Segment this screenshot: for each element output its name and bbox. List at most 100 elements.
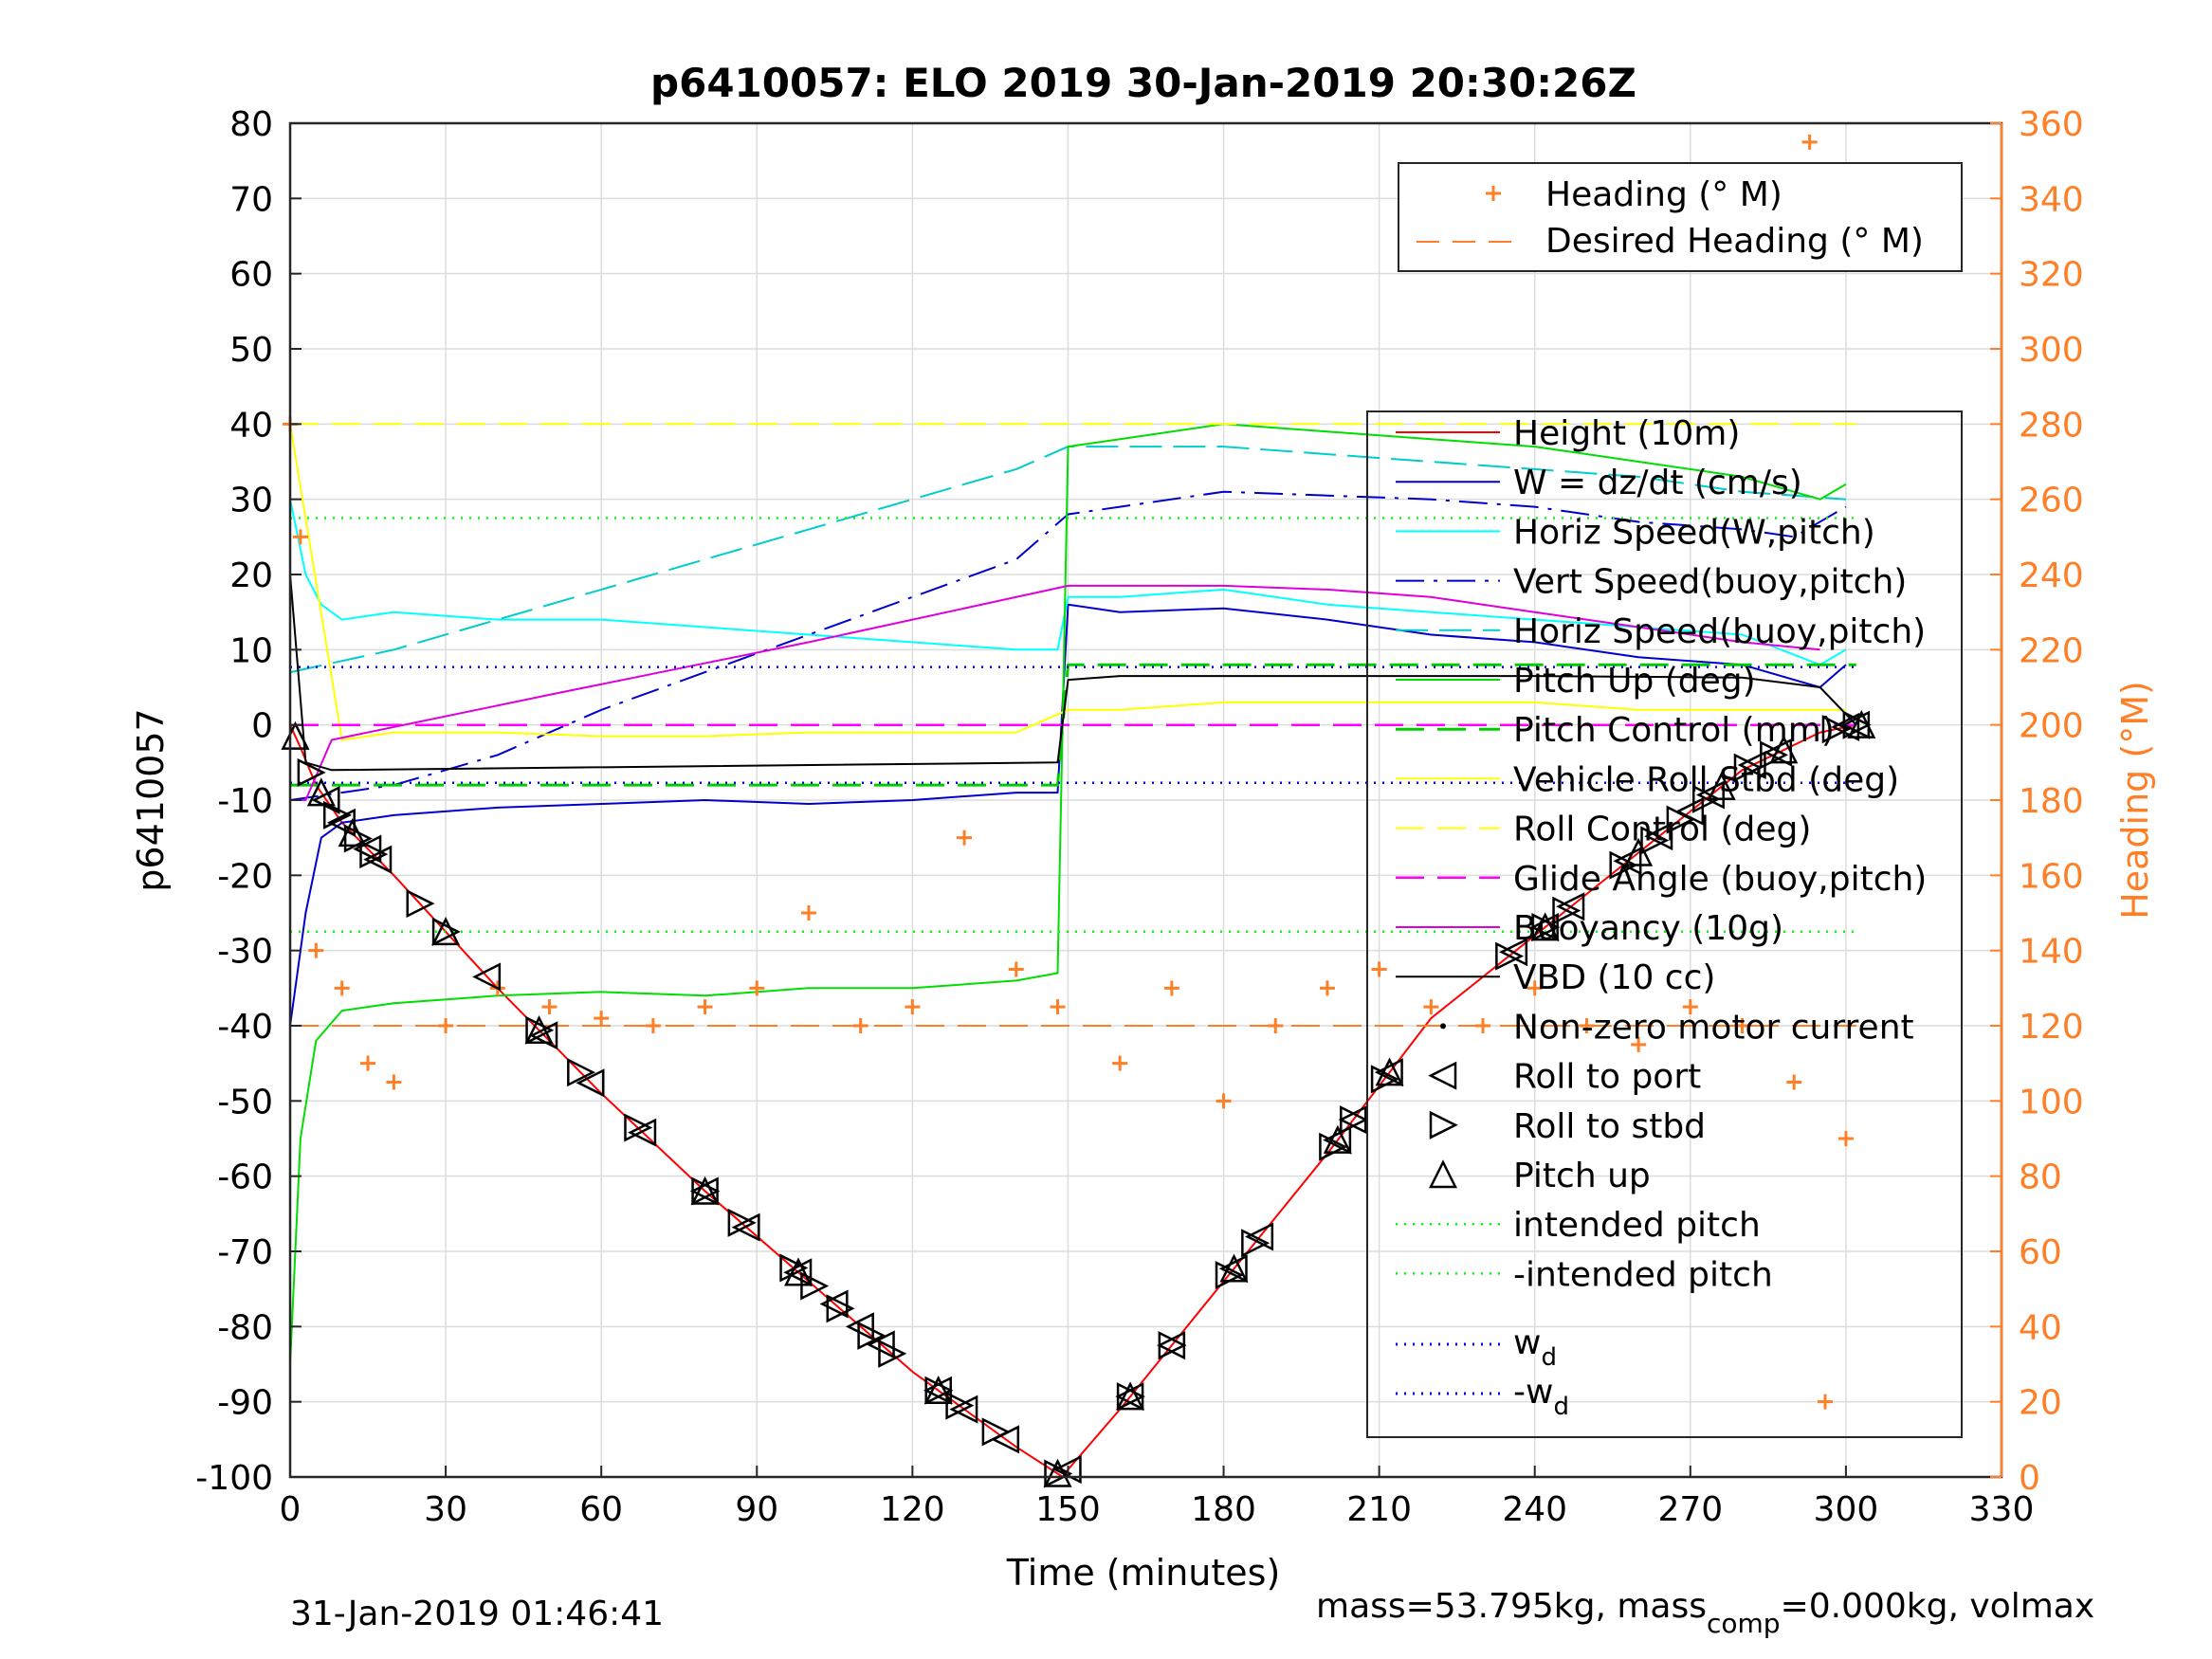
roll-to-stbd-marker	[322, 800, 353, 830]
y-tick-label: -30	[217, 933, 273, 972]
roll-to-stbd-marker	[924, 1376, 954, 1405]
x-tick-label: 330	[1969, 1490, 2035, 1529]
roll-to-stbd-marker	[1158, 1331, 1187, 1360]
pitch-up-marker	[1219, 1253, 1249, 1283]
pitch-up-marker	[1624, 837, 1654, 866]
heading-point	[645, 1018, 661, 1033]
legend-item-horiz-speed-w-pitch: Horiz Speed(W,pitch)	[1396, 513, 1875, 552]
x-tick-label: 240	[1502, 1490, 1567, 1529]
legend-main-items: Height (10m) W = dz/dt (cm/s) Horiz Speed(…	[1396, 414, 1927, 1294]
legend-label: -intended pitch	[1513, 1255, 1773, 1294]
y2-tick-labels: 3603403203002802602402202001801601401201…	[1990, 105, 2084, 1498]
legend-label: Pitch up	[1513, 1157, 1651, 1195]
legend-wd-base: w	[1513, 1323, 1541, 1362]
roll-to-stbd-marker	[359, 840, 389, 869]
legend-item-pitch-control-mm: Pitch Control (mm)	[1396, 711, 1835, 750]
y-tick-label: -10	[217, 782, 273, 821]
legend-swatch	[1440, 1023, 1446, 1030]
roll-to-stbd-marker	[1691, 784, 1722, 813]
heading-point	[360, 1055, 376, 1071]
footer-mass-sub: comp	[1707, 1608, 1781, 1639]
roll-to-stbd-marker	[1241, 1229, 1271, 1258]
y2-tick-label: 100	[2019, 1083, 2084, 1121]
y2-tick-label: 220	[2019, 631, 2084, 670]
heading-point	[1319, 980, 1335, 996]
pitch-up-marker	[1043, 1458, 1072, 1487]
y-tick-label: 70	[229, 180, 273, 219]
heading-point	[1786, 1074, 1802, 1090]
pitch-up-marker	[524, 1014, 554, 1045]
legend-label: Pitch Control (mm)	[1513, 711, 1835, 750]
y2-tick-label: 120	[2019, 1008, 2084, 1047]
heading-point	[1579, 1018, 1595, 1033]
y-tick-label: -100	[195, 1459, 273, 1498]
footer-mass-prefix: mass=53.795kg, mass	[1316, 1587, 1707, 1626]
legend-item-roll-to-stbd: Roll to stbd	[1429, 1107, 1706, 1146]
pitch-up-marker	[1530, 912, 1560, 941]
roll-to-stbd-marker	[1044, 1459, 1073, 1488]
legend-label: Buoyancy (10g)	[1513, 909, 1783, 948]
x-tick-label: 60	[579, 1490, 623, 1529]
chart-title: p6410057: ELO 2019 30-Jan-2019 20:30:26Z	[650, 60, 1636, 106]
y2-tick-label: 280	[2019, 406, 2084, 445]
heading-point	[1008, 961, 1024, 977]
roll-to-stbd-marker	[826, 1294, 855, 1323]
legend-label: Roll to port	[1513, 1058, 1701, 1097]
legend-neg-wd-base: -w	[1513, 1373, 1553, 1412]
legend-item-pitch-up: Pitch up	[1428, 1157, 1651, 1195]
y-tick-label: 10	[229, 631, 273, 670]
heading-point	[438, 1018, 454, 1033]
roll-to-port-marker	[353, 834, 382, 864]
series-vehicle-roll-stbd-deg	[289, 424, 1846, 741]
heading-point	[1631, 1036, 1647, 1052]
heading-point	[1423, 999, 1439, 1015]
heading-point	[800, 905, 816, 921]
legend-item-glide-angle-buoy-pitch: Glide Angle (buoy,pitch)	[1396, 860, 1927, 899]
heading-point	[1682, 999, 1698, 1015]
legend-label: Vehicle Roll Stbd (deg)	[1513, 760, 1899, 799]
heading-point	[749, 980, 765, 996]
marker-layer	[281, 709, 1876, 1488]
legend-label: Vert Speed(buoy,pitch)	[1513, 563, 1907, 602]
legend-label: Pitch Up (deg)	[1513, 662, 1756, 701]
roll-to-port-marker	[576, 1068, 605, 1098]
y-tick-label: 60	[229, 256, 273, 295]
roll-to-stbd-marker	[1340, 1105, 1369, 1135]
pitch-up-marker	[338, 818, 367, 848]
legend-item-vert-speed-buoy-pitch: Vert Speed(buoy,pitch)	[1396, 563, 1907, 602]
legend-label: Glide Angle (buoy,pitch)	[1513, 860, 1927, 899]
footer-mass-suffix: =0.000kg, volmax	[1781, 1587, 2095, 1626]
heading-point	[697, 999, 713, 1015]
roll-to-stbd-marker	[406, 889, 435, 919]
pitch-up-marker	[1375, 1057, 1404, 1086]
legend-wd-label: wd	[1513, 1323, 1557, 1372]
roll-to-stbd-marker	[567, 1058, 596, 1087]
roll-to-stbd-marker	[1531, 913, 1561, 942]
heading-point	[1112, 1055, 1128, 1071]
pitch-up-marker	[690, 1176, 720, 1205]
legend-item-pitch-up-deg: Pitch Up (deg)	[1396, 662, 1756, 701]
grid	[289, 122, 2002, 1478]
y2-tick-label: 20	[2019, 1384, 2062, 1423]
legend-item-roll-to-port: Roll to port	[1428, 1058, 1701, 1097]
legend-heading-label-1: Desired Heading (° M)	[1545, 222, 1924, 261]
heading-point	[957, 830, 973, 846]
y-tick-label: 40	[229, 406, 273, 445]
legend-main-box	[1366, 410, 1963, 1438]
y-tick-label: -40	[217, 1008, 273, 1047]
x-axis-label: Time (minutes)	[1006, 1552, 1281, 1594]
legend-item-intended-pitch: -intended pitch	[1396, 1255, 1773, 1294]
legend-heading-label-0: Heading (° M)	[1545, 175, 1782, 214]
pitch-up-marker	[784, 1257, 814, 1286]
roll-to-port-marker	[1374, 1058, 1403, 1087]
legend-heading-box	[1398, 162, 1963, 272]
heading-point	[1837, 1131, 1854, 1146]
y2-tick-label: 240	[2019, 556, 2084, 595]
roll-to-stbd-marker	[981, 1417, 1011, 1447]
roll-to-stbd-marker	[1552, 896, 1581, 925]
pitch-up-marker	[1707, 771, 1736, 800]
roll-to-port-marker	[1613, 847, 1642, 876]
series-pitch-control-mm	[290, 663, 1856, 787]
pitch-up-marker	[923, 1375, 953, 1405]
roll-to-stbd-marker	[857, 1321, 887, 1350]
